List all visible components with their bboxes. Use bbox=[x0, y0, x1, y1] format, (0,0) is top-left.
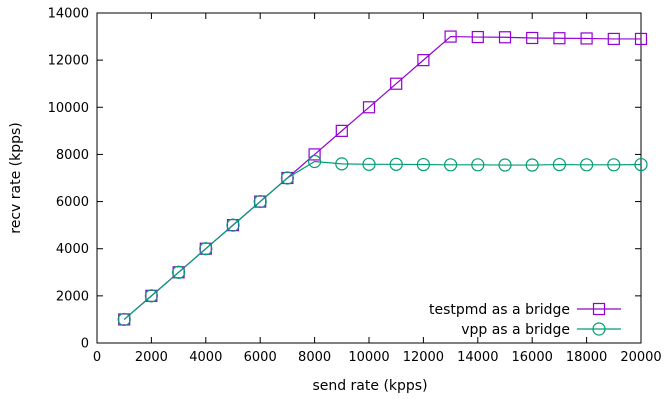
x-tick-label: 18000 bbox=[566, 350, 607, 365]
data-point bbox=[308, 148, 321, 161]
data-point bbox=[117, 312, 131, 327]
legend-label: vpp as a bridge bbox=[461, 322, 570, 338]
legend-marker bbox=[592, 322, 606, 336]
data-point bbox=[362, 101, 376, 114]
data-point bbox=[607, 158, 621, 172]
y-tick-label: 0 bbox=[81, 337, 89, 352]
data-point bbox=[280, 171, 294, 185]
data-point bbox=[498, 158, 512, 172]
data-point bbox=[607, 32, 620, 46]
x-tick-label: 20000 bbox=[620, 350, 661, 365]
data-point bbox=[552, 157, 567, 172]
data-point bbox=[634, 32, 648, 46]
x-tick-label: 2000 bbox=[135, 350, 168, 365]
y-tick-label: 6000 bbox=[56, 195, 89, 210]
data-point bbox=[579, 158, 594, 172]
series-1 bbox=[118, 30, 648, 326]
axes: 0 2000 4000 6000 8000 10000 12000 14000 16000 180… bbox=[48, 7, 662, 366]
series-2 bbox=[117, 154, 648, 327]
data-point bbox=[498, 31, 512, 44]
data-point bbox=[172, 265, 186, 279]
y-tick-label: 8000 bbox=[56, 148, 89, 163]
data-point bbox=[444, 158, 458, 172]
y-axis-label: recv rate (kpps) bbox=[8, 122, 24, 233]
legend-marker bbox=[592, 302, 606, 316]
series-line bbox=[123, 160, 642, 320]
y-tick-label: 2000 bbox=[56, 289, 89, 304]
data-point bbox=[471, 158, 485, 172]
data-point bbox=[634, 157, 648, 172]
y-tick-label: 14000 bbox=[48, 7, 89, 22]
data-point bbox=[526, 31, 539, 45]
series-layer bbox=[117, 30, 648, 327]
data-point bbox=[389, 157, 403, 171]
plot-frame bbox=[96, 12, 642, 344]
data-point bbox=[416, 157, 430, 172]
data-point bbox=[553, 32, 566, 45]
data-point bbox=[471, 30, 484, 44]
x-tick-label: 4000 bbox=[189, 350, 222, 365]
data-point bbox=[362, 157, 376, 171]
y-tick-label: 12000 bbox=[48, 54, 89, 69]
data-point bbox=[308, 154, 322, 169]
series-line bbox=[123, 35, 641, 320]
x-tick-label: 8000 bbox=[298, 350, 331, 365]
data-point bbox=[580, 32, 593, 45]
data-point bbox=[444, 30, 457, 43]
data-point bbox=[390, 77, 403, 90]
data-point bbox=[525, 158, 539, 172]
x-tick-label: 6000 bbox=[244, 350, 277, 365]
x-tick-label: 12000 bbox=[403, 350, 444, 365]
data-point bbox=[144, 289, 158, 303]
data-point bbox=[226, 218, 240, 232]
data-point bbox=[199, 242, 213, 256]
x-tick-label: 16000 bbox=[512, 350, 553, 365]
y-tick-label: 10000 bbox=[48, 101, 89, 116]
x-tick-label: 0 bbox=[93, 350, 101, 365]
data-point bbox=[253, 194, 267, 209]
x-tick-label: 14000 bbox=[457, 350, 498, 365]
data-point bbox=[335, 157, 349, 171]
legend: testpmd as a bridge vpp as a bridge bbox=[429, 302, 621, 338]
data-point bbox=[417, 54, 430, 67]
x-tick-label: 10000 bbox=[348, 350, 389, 365]
x-axis-label: send rate (kpps) bbox=[312, 378, 427, 394]
legend-label: testpmd as a bridge bbox=[429, 302, 570, 318]
y-tick-label: 4000 bbox=[56, 242, 89, 257]
data-point bbox=[335, 124, 348, 137]
